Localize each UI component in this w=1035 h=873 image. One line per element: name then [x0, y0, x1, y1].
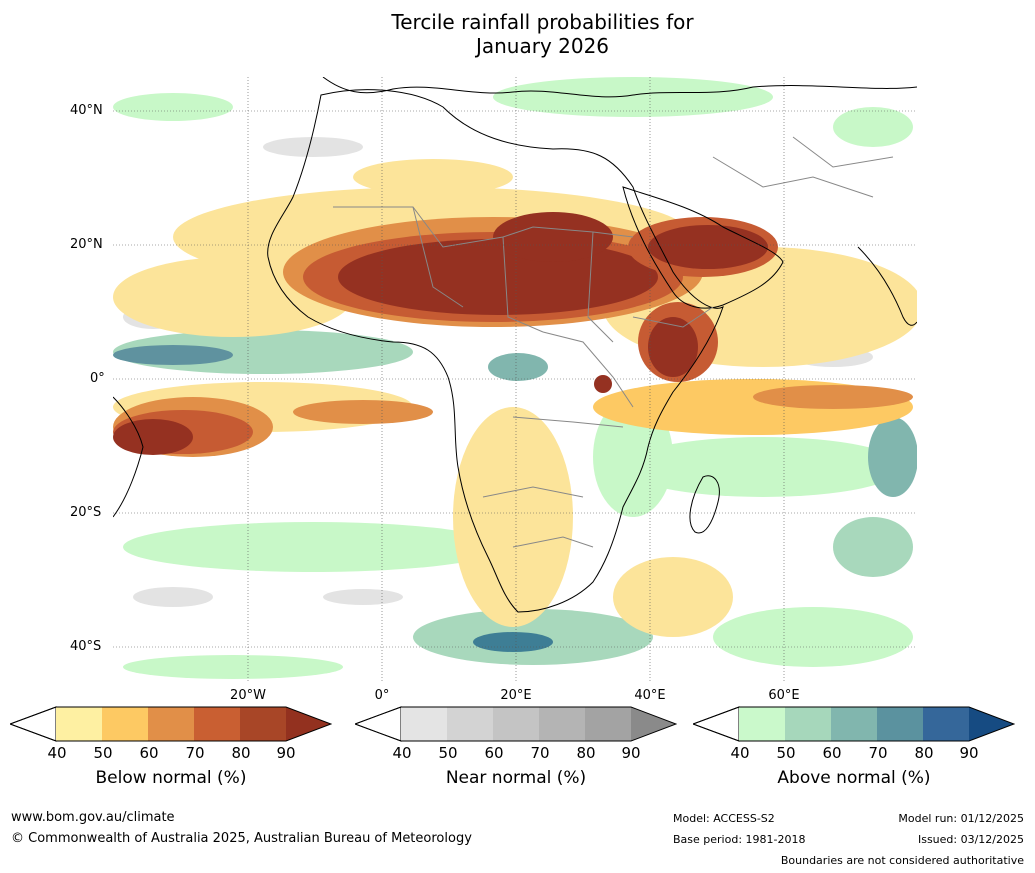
- lat-label-0: 0°: [90, 371, 105, 386]
- colorbar-near-normal: [355, 706, 677, 742]
- colorbar-below-swatch-5: [240, 707, 286, 741]
- cbar-below-tick-80: 80: [231, 744, 251, 762]
- colorbar-above-swatch-3: [831, 707, 877, 741]
- colorbar-above-high-extend: [969, 707, 1014, 741]
- colorbar-near-outline: [355, 706, 677, 742]
- probability-map: [112, 76, 923, 681]
- map-title: Tercile rainfall probabilities for Janua…: [0, 10, 1035, 58]
- lon-label-40e: 40°E: [634, 688, 666, 703]
- colorbar-above-swatch-2: [785, 707, 831, 741]
- lat-label-20s: 20°S: [70, 505, 102, 520]
- europe-outline: [322, 76, 918, 98]
- lat-label-20n: 20°N: [70, 237, 103, 252]
- title-line-2: January 2026: [475, 34, 610, 58]
- colorbar-below-outline: [10, 706, 332, 742]
- cbar-above-tick-80: 80: [914, 744, 934, 762]
- cbar-below-tick-40: 40: [47, 744, 67, 762]
- colorbar-below-swatch-4: [194, 707, 240, 741]
- title-line-1: Tercile rainfall probabilities for: [391, 10, 694, 34]
- colorbar-below-high-extend: [286, 707, 331, 741]
- issued-date: Issued: 03/12/2025: [917, 833, 1024, 846]
- copyright-text: © Commonwealth of Australia 2025, Austra…: [11, 831, 472, 846]
- cbar-near-tick-80: 80: [576, 744, 596, 762]
- graticule: [113, 77, 917, 681]
- map-svg: [112, 76, 923, 681]
- cbar-near-tick-40: 40: [392, 744, 412, 762]
- colorbar-above-swatch-5: [923, 707, 969, 741]
- colorbar-near-swatch-2: [447, 707, 493, 741]
- cbar-near-label: Near normal (%): [445, 768, 587, 788]
- colorbar-below-swatch-2: [102, 707, 148, 741]
- colorbar-near-swatch-3: [493, 707, 539, 741]
- lat-label-40s: 40°S: [70, 639, 102, 654]
- model-name: Model: ACCESS-S2: [673, 812, 775, 825]
- cbar-near-tick-70: 70: [530, 744, 550, 762]
- colorbar-near-high-extend: [631, 707, 676, 741]
- colorbar-near-swatch-1: [401, 707, 447, 741]
- colorbar-near-low-extend: [355, 706, 402, 742]
- cbar-below-tick-70: 70: [185, 744, 205, 762]
- cbar-near-tick-90: 90: [621, 744, 641, 762]
- cbar-below-tick-90: 90: [276, 744, 296, 762]
- boundaries-disclaimer: Boundaries are not considered authoritat…: [780, 854, 1024, 867]
- colorbar-near-swatch-5: [585, 707, 631, 741]
- country-borders: [333, 136, 894, 548]
- colorbar-near-swatch-4: [539, 707, 585, 741]
- cbar-below-tick-60: 60: [139, 744, 159, 762]
- above-normal-areas: [113, 77, 918, 679]
- india-outline: [857, 246, 918, 326]
- colorbar-above-low-extend: [693, 706, 740, 742]
- cbar-above-tick-50: 50: [776, 744, 796, 762]
- colorbar-above-normal: [693, 706, 1015, 742]
- colorbar-below-swatch-1: [56, 707, 102, 741]
- cbar-below-label: Below normal (%): [95, 768, 247, 788]
- cbar-below-tick-50: 50: [93, 744, 113, 762]
- south-america-outline: [112, 396, 144, 518]
- cbar-above-tick-40: 40: [730, 744, 750, 762]
- colorbar-below-normal: [10, 706, 332, 742]
- lon-label-20w: 20°W: [230, 688, 266, 703]
- africa-coastline: [267, 89, 724, 613]
- arabia-outline: [622, 186, 784, 309]
- cbar-near-tick-60: 60: [484, 744, 504, 762]
- model-run-date: Model run: 01/12/2025: [898, 812, 1024, 825]
- lat-label-40n: 40°N: [70, 103, 103, 118]
- cbar-above-tick-90: 90: [959, 744, 979, 762]
- madagascar-outline: [689, 475, 720, 534]
- colorbar-above-outline: [693, 706, 1015, 742]
- base-period: Base period: 1981-2018: [673, 833, 806, 846]
- colorbar-below-low-extend: [10, 706, 57, 742]
- cbar-above-label: Above normal (%): [777, 768, 931, 788]
- colorbar-below-swatch-3: [148, 707, 194, 741]
- below-normal-dark: [113, 212, 913, 457]
- colorbar-above-swatch-1: [739, 707, 785, 741]
- cbar-near-tick-50: 50: [438, 744, 458, 762]
- lon-label-0: 0°: [374, 688, 390, 703]
- lon-label-20e: 20°E: [500, 688, 532, 703]
- website-link[interactable]: www.bom.gov.au/climate: [11, 810, 175, 825]
- cbar-above-tick-70: 70: [868, 744, 888, 762]
- colorbar-above-swatch-4: [877, 707, 923, 741]
- cbar-above-tick-60: 60: [822, 744, 842, 762]
- lon-label-60e: 60°E: [768, 688, 800, 703]
